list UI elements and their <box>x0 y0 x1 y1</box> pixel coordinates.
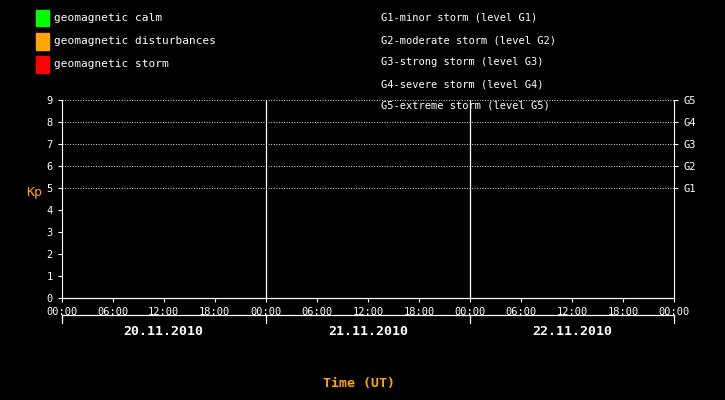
Text: geomagnetic storm: geomagnetic storm <box>54 60 169 70</box>
Text: Time (UT): Time (UT) <box>323 378 395 390</box>
Text: G2-moderate storm (level G2): G2-moderate storm (level G2) <box>381 35 555 45</box>
Text: geomagnetic disturbances: geomagnetic disturbances <box>54 36 216 46</box>
Text: G4-severe storm (level G4): G4-severe storm (level G4) <box>381 79 543 89</box>
Text: 22.11.2010: 22.11.2010 <box>532 325 612 338</box>
Text: 21.11.2010: 21.11.2010 <box>328 325 408 338</box>
Text: G3-strong storm (level G3): G3-strong storm (level G3) <box>381 57 543 67</box>
Text: G5-extreme storm (level G5): G5-extreme storm (level G5) <box>381 101 550 111</box>
Text: G1-minor storm (level G1): G1-minor storm (level G1) <box>381 13 537 23</box>
Text: 20.11.2010: 20.11.2010 <box>124 325 204 338</box>
Text: geomagnetic calm: geomagnetic calm <box>54 13 162 23</box>
Y-axis label: Kp: Kp <box>26 186 42 199</box>
